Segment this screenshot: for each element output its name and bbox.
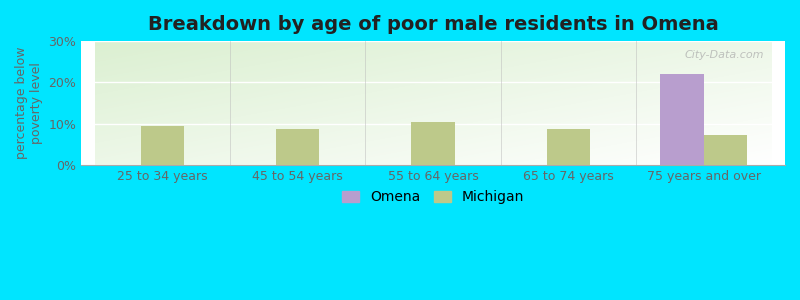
Bar [411,122,454,165]
Bar [141,126,184,165]
Y-axis label: percentage below
poverty level: percentage below poverty level [15,47,43,159]
Legend: Omena, Michigan: Omena, Michigan [337,185,530,210]
Bar [704,135,747,165]
Text: City-Data.com: City-Data.com [684,50,764,60]
Bar [661,74,704,165]
Title: Breakdown by age of poor male residents in Omena: Breakdown by age of poor male residents … [148,15,718,34]
Bar [547,129,590,165]
Bar [276,129,319,165]
